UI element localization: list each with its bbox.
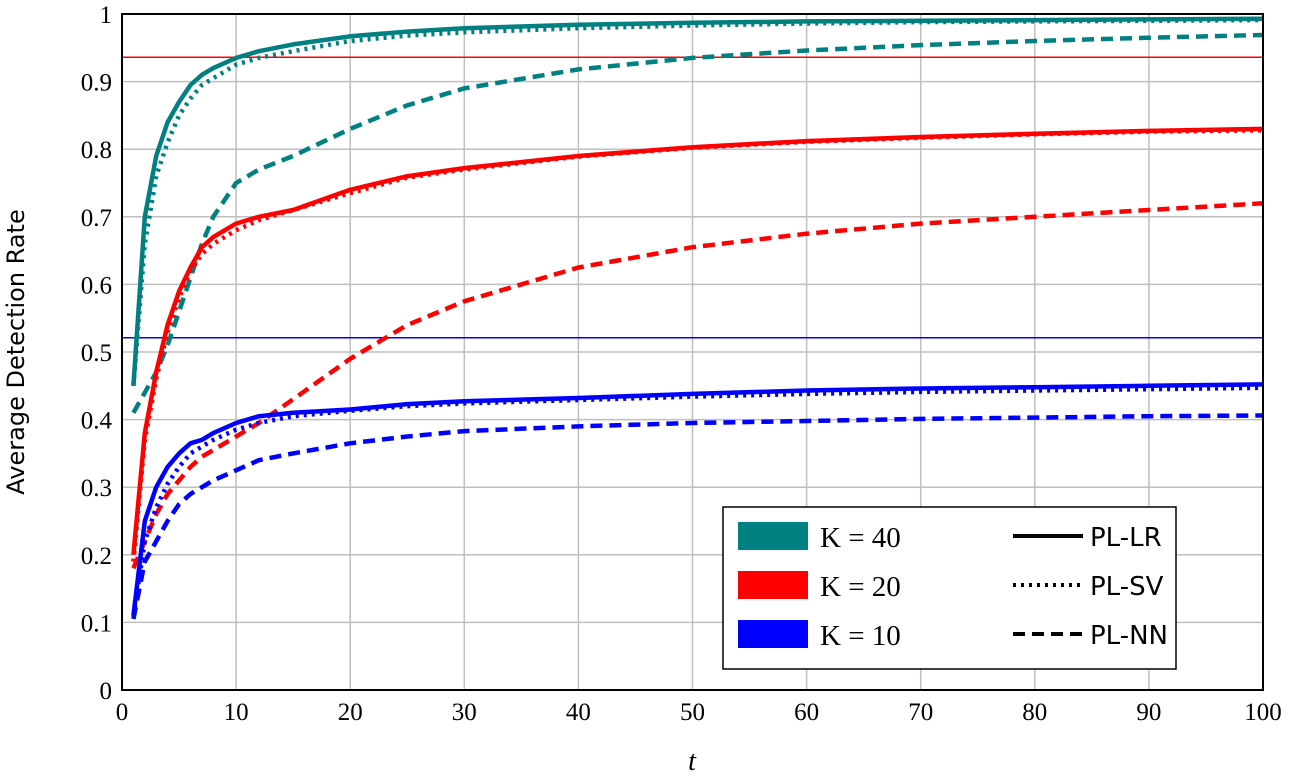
legend: K = 40 K = 20 K = 10 PL-LR PL-SV PL-NN xyxy=(722,506,1177,670)
y-axis-label: Average Detection Rate xyxy=(2,209,30,494)
series-line xyxy=(131,413,1264,620)
y-tick-label: 0.6 xyxy=(81,272,112,299)
legend-color-label: K = 40 xyxy=(820,522,901,554)
legend-style-label: PL-LR xyxy=(1090,523,1162,553)
x-tick-label: 40 xyxy=(566,699,591,726)
series-line xyxy=(131,126,1264,556)
legend-style-label: PL-SV xyxy=(1090,572,1164,602)
legend-style-entries: PL-LR PL-SV PL-NN xyxy=(1013,523,1168,651)
x-axis-ticks: 0 10 20 30 40 50 60 70 80 90 100 xyxy=(116,699,1282,726)
series-line xyxy=(131,32,1264,414)
x-tick-label: 20 xyxy=(338,699,363,726)
x-tick-label: 90 xyxy=(1136,699,1161,726)
legend-color-label: K = 20 xyxy=(820,571,901,603)
x-tick-label: 80 xyxy=(1022,699,1047,726)
x-tick-label: 60 xyxy=(794,699,819,726)
data-series xyxy=(131,16,1264,620)
x-tick-label: 100 xyxy=(1244,699,1282,726)
x-tick-label: 30 xyxy=(452,699,477,726)
y-tick-label: 0 xyxy=(100,678,113,705)
y-tick-label: 0.4 xyxy=(81,408,113,435)
legend-swatch xyxy=(738,620,808,648)
y-tick-label: 1 xyxy=(100,2,113,29)
x-axis-label: t xyxy=(688,746,697,777)
y-axis-ticks: 0 0.1 0.2 0.3 0.4 0.5 0.6 0.7 0.8 0.9 1 xyxy=(81,2,113,705)
x-tick-label: 70 xyxy=(908,699,933,726)
series-line xyxy=(131,17,1264,386)
series-line xyxy=(131,16,1264,386)
y-tick-label: 0.1 xyxy=(81,610,112,637)
y-tick-label: 0.8 xyxy=(81,137,112,164)
series-line xyxy=(131,382,1264,616)
y-tick-label: 0.7 xyxy=(81,205,112,232)
series-line xyxy=(131,128,1264,562)
series-line xyxy=(131,201,1264,570)
legend-swatch xyxy=(738,522,808,550)
x-tick-label: 0 xyxy=(116,699,129,726)
y-tick-label: 0.2 xyxy=(81,543,112,570)
x-tick-label: 50 xyxy=(680,699,705,726)
legend-color-label: K = 10 xyxy=(820,620,901,652)
legend-swatch xyxy=(738,571,808,599)
y-tick-label: 0.3 xyxy=(81,475,112,502)
x-tick-label: 10 xyxy=(224,699,249,726)
y-tick-label: 0.5 xyxy=(81,340,112,367)
plot-frame xyxy=(121,13,1264,691)
legend-color-entries: K = 40 K = 20 K = 10 xyxy=(738,522,901,652)
y-tick-label: 0.9 xyxy=(81,70,112,97)
legend-style-label: PL-NN xyxy=(1090,621,1168,651)
